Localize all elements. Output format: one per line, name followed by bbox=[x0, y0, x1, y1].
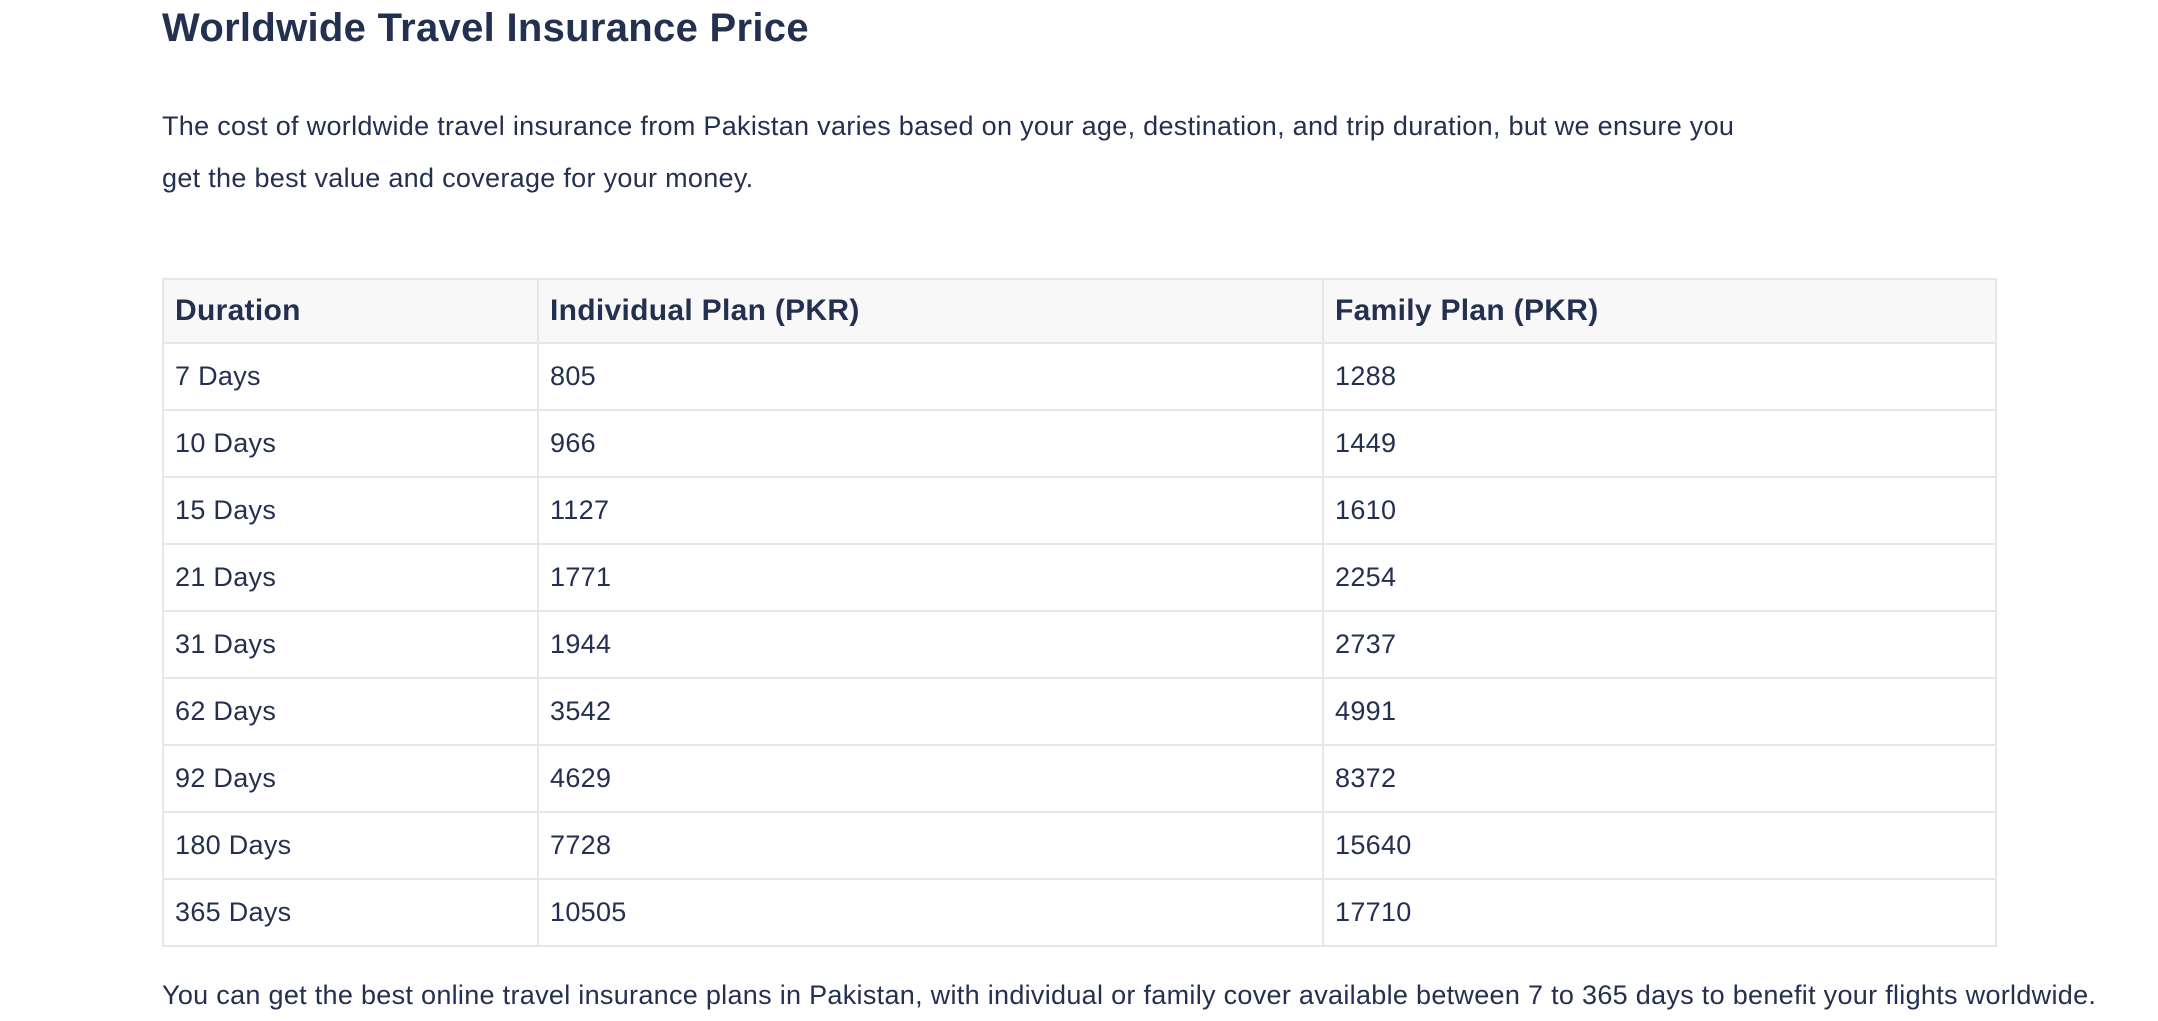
duration-cell: 10 Days bbox=[162, 409, 539, 478]
individual-plan-cell: 3542 bbox=[537, 677, 1324, 746]
table-row: 180 Days 7728 15640 bbox=[162, 811, 1997, 880]
intro-paragraph: The cost of worldwide travel insurance f… bbox=[162, 100, 1995, 204]
duration-cell: 92 Days bbox=[162, 744, 539, 813]
family-plan-cell: 17710 bbox=[1322, 878, 1997, 947]
duration-cell: 21 Days bbox=[162, 543, 539, 612]
price-table: Duration Individual Plan (PKR) Family Pl… bbox=[162, 278, 1997, 947]
table-row: 21 Days 1771 2254 bbox=[162, 543, 1997, 612]
individual-plan-cell: 966 bbox=[537, 409, 1324, 478]
family-plan-cell: 2254 bbox=[1322, 543, 1997, 612]
individual-plan-cell: 1944 bbox=[537, 610, 1324, 679]
duration-cell: 31 Days bbox=[162, 610, 539, 679]
table-header-row: Duration Individual Plan (PKR) Family Pl… bbox=[162, 278, 1997, 344]
family-plan-cell: 1610 bbox=[1322, 476, 1997, 545]
family-plan-cell: 1449 bbox=[1322, 409, 1997, 478]
table-row: 10 Days 966 1449 bbox=[162, 409, 1997, 478]
family-plan-cell: 15640 bbox=[1322, 811, 1997, 880]
duration-cell: 7 Days bbox=[162, 342, 539, 411]
family-plan-cell: 2737 bbox=[1322, 610, 1997, 679]
duration-cell: 15 Days bbox=[162, 476, 539, 545]
duration-cell: 62 Days bbox=[162, 677, 539, 746]
table-row: 15 Days 1127 1610 bbox=[162, 476, 1997, 545]
table-row: 7 Days 805 1288 bbox=[162, 342, 1997, 411]
individual-plan-cell: 805 bbox=[537, 342, 1324, 411]
table-row: 62 Days 3542 4991 bbox=[162, 677, 1997, 746]
individual-plan-cell: 1127 bbox=[537, 476, 1324, 545]
intro-line-1: The cost of worldwide travel insurance f… bbox=[162, 111, 1735, 141]
table-row: 31 Days 1944 2737 bbox=[162, 610, 1997, 679]
clipped-bottom-paragraph: You can get the best online travel insur… bbox=[162, 980, 2097, 1010]
table-row: 92 Days 4629 8372 bbox=[162, 744, 1997, 813]
family-plan-cell: 4991 bbox=[1322, 677, 1997, 746]
article-content: Worldwide Travel Insurance Price The cos… bbox=[162, 4, 2097, 1021]
individual-plan-cell: 10505 bbox=[537, 878, 1324, 947]
duration-cell: 365 Days bbox=[162, 878, 539, 947]
column-header-family-plan: Family Plan (PKR) bbox=[1322, 278, 1997, 344]
individual-plan-cell: 4629 bbox=[537, 744, 1324, 813]
individual-plan-cell: 7728 bbox=[537, 811, 1324, 880]
family-plan-cell: 1288 bbox=[1322, 342, 1997, 411]
duration-cell: 180 Days bbox=[162, 811, 539, 880]
individual-plan-cell: 1771 bbox=[537, 543, 1324, 612]
family-plan-cell: 8372 bbox=[1322, 744, 1997, 813]
column-header-individual-plan: Individual Plan (PKR) bbox=[537, 278, 1324, 344]
page-title: Worldwide Travel Insurance Price bbox=[162, 6, 809, 50]
table-row: 365 Days 10505 17710 bbox=[162, 878, 1997, 947]
column-header-duration: Duration bbox=[162, 278, 539, 344]
intro-line-2: get the best value and coverage for your… bbox=[162, 163, 754, 193]
